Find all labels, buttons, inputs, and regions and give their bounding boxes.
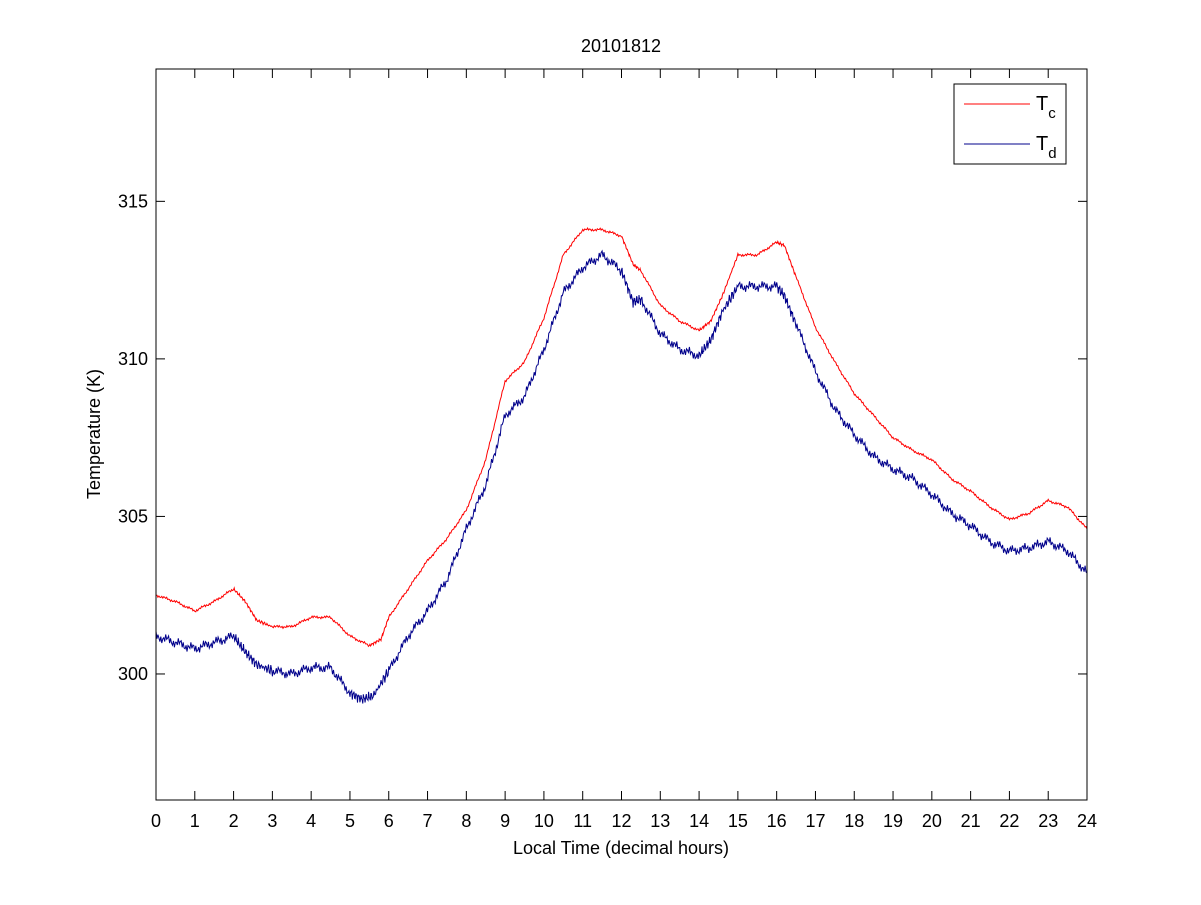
x-tick-label: 9 [500,811,510,831]
series-line-tc [156,227,1088,648]
x-tick-label: 6 [384,811,394,831]
x-tick-label: 2 [229,811,239,831]
x-tick-label: 5 [345,811,355,831]
x-tick-label: 1 [190,811,200,831]
plot-area [156,69,1087,800]
x-tick-label: 15 [728,811,748,831]
x-tick-label: 16 [767,811,787,831]
x-tick-label: 7 [423,811,433,831]
x-tick-label: 19 [883,811,903,831]
x-axis-label: Local Time (decimal hours) [513,838,729,858]
legend-box [953,83,1067,165]
y-tick-label: 310 [118,349,148,369]
x-tick-label: 11 [573,811,592,831]
x-tick-label: 3 [267,811,277,831]
x-tick-label: 17 [805,811,825,831]
legend-label-tc: Tc [1036,93,1056,122]
x-tick-label: 8 [461,811,471,831]
x-tick-label: 10 [534,811,554,831]
x-tick-label: 21 [961,811,981,831]
series-line-td [155,249,1088,704]
x-tick-label: 0 [151,811,161,831]
y-tick-label: 305 [118,506,148,526]
x-tick-label: 4 [306,811,316,831]
x-tick-label: 22 [999,811,1019,831]
chart-title: 20101812 [581,36,661,56]
legend: Tc Td [953,83,1067,165]
x-tick-label: 24 [1077,811,1097,831]
legend-label-td: Td [1036,133,1057,162]
x-tick-label: 18 [844,811,864,831]
y-tick-label: 315 [118,191,148,211]
y-axis-label: Temperature (K) [84,369,104,499]
x-tick-label: 23 [1038,811,1058,831]
x-tick-label: 13 [650,811,670,831]
x-tick-label: 20 [922,811,942,831]
x-tick-label: 14 [689,811,709,831]
x-tick-label: 12 [611,811,631,831]
y-tick-label: 300 [118,664,148,684]
